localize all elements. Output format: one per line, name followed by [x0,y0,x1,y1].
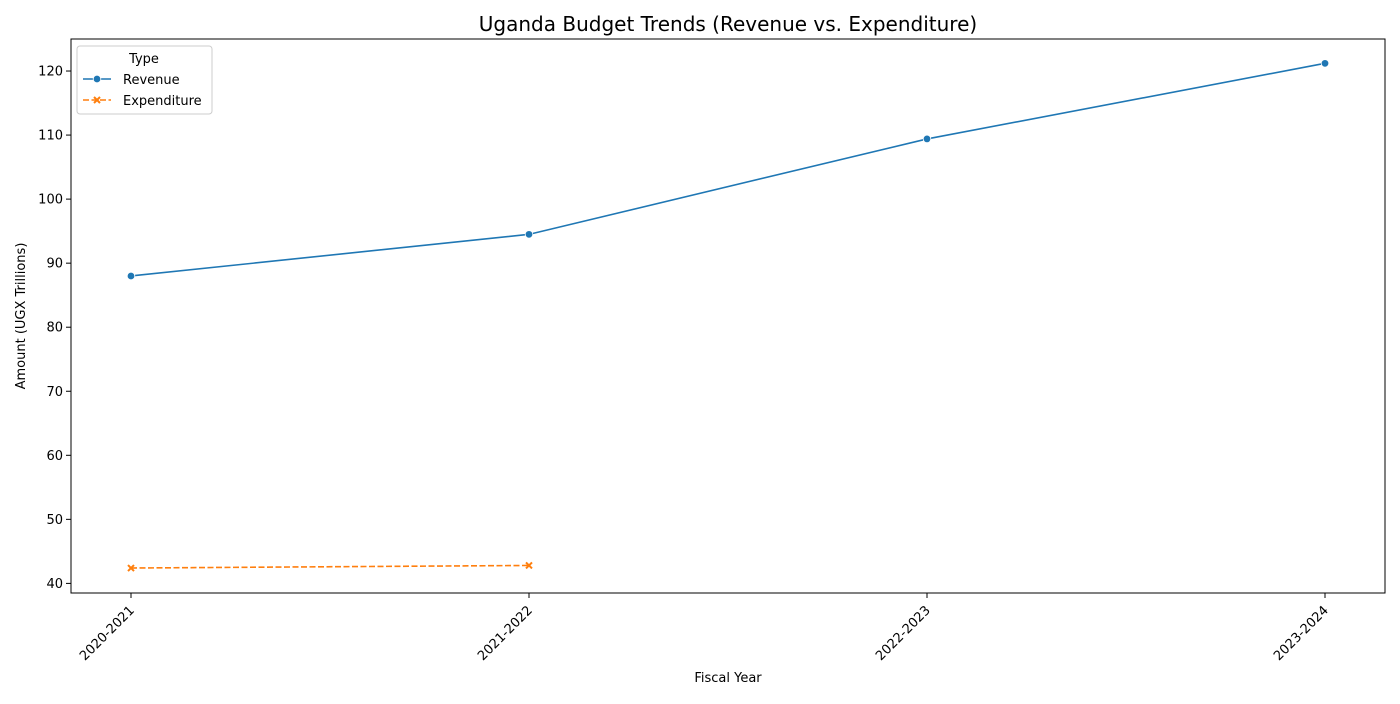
legend-marker-revenue [92,74,102,84]
x-axis: 2020-2021 2021-2022 2022-2023 2023-2024 [77,593,1332,664]
y-tick-label: 40 [46,577,63,592]
legend-title: Type [128,52,159,67]
series-layer [126,59,1330,572]
data-point-revenue [1320,59,1330,68]
plot-area-frame [70,38,1386,594]
series-line-expenditure [130,564,530,569]
x-tick-label: 2021-2022 [475,603,536,664]
x-tick-label: 2020-2021 [77,603,138,664]
y-tick-label: 50 [46,513,63,528]
series-line-revenue [130,62,1326,277]
y-tick-label: 70 [46,385,63,400]
y-axis: 40 50 60 70 80 90 100 110 120 [38,65,71,592]
y-tick-label: 90 [46,257,63,272]
legend-marker-expenditure [93,96,101,104]
chart-title: Uganda Budget Trends (Revenue vs. Expend… [479,12,977,36]
x-axis-label: Fiscal Year [694,671,762,686]
data-point-expenditure [525,561,533,570]
x-tick-label: 2023-2024 [1271,603,1332,664]
x-tick-label: 2022-2023 [873,603,934,664]
y-axis-label: Amount (UGX Trillions) [14,243,29,390]
series-revenue [126,59,1330,281]
data-point-revenue [524,230,534,239]
y-tick-label: 80 [46,321,63,336]
series-expenditure [127,561,533,572]
legend-item-expenditure: Expenditure [83,94,202,109]
legend: Type Revenue Expenditure [76,45,213,115]
y-tick-label: 110 [38,129,63,144]
data-point-revenue [922,134,932,144]
legend-item-revenue: Revenue [83,73,180,88]
y-tick-label: 100 [38,193,63,208]
y-tick-label: 120 [38,65,63,80]
data-point-expenditure [127,564,135,572]
legend-items: Revenue Expenditure [83,73,202,109]
data-point-revenue [126,271,136,281]
y-tick-label: 60 [46,449,63,464]
legend-label-revenue: Revenue [123,73,180,88]
legend-label-expenditure: Expenditure [123,94,202,109]
legend-box [76,45,213,115]
